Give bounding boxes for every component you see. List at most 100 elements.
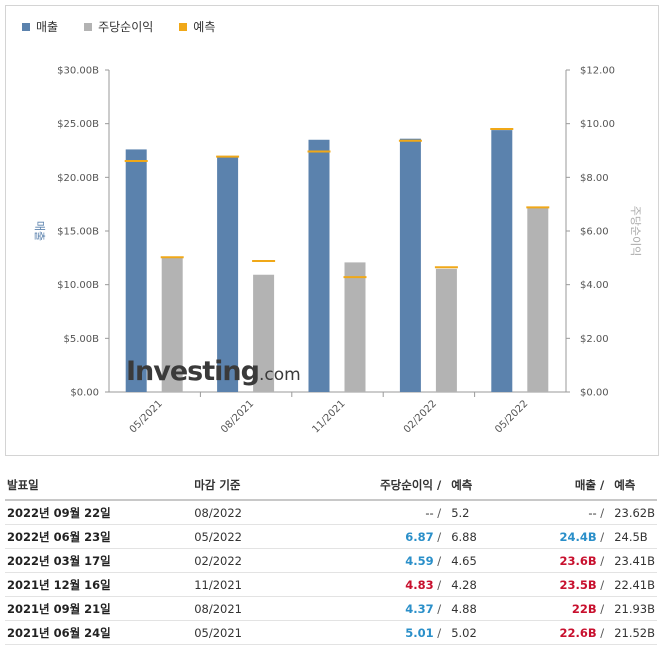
cell-eps-forecast: 4.28 xyxy=(443,572,513,597)
bar-revenue xyxy=(308,139,330,392)
left-tick-label: $30.00B xyxy=(57,66,99,77)
left-tick-label: $0.00 xyxy=(70,388,99,399)
table-header-row: 발표일 마감 기준 주당순이익 / 예측 매출 / 예측 xyxy=(5,473,657,501)
watermark-suffix: .com xyxy=(258,365,301,385)
table-row: 2022년 09월 22일 08/2022 -- / 5.2 -- / 23.62B xyxy=(5,500,657,525)
legend-label-forecast: 예측 xyxy=(193,20,216,34)
cell-revenue: 24.4B / xyxy=(512,524,607,549)
revenue-value: -- xyxy=(588,505,597,520)
separator: / xyxy=(596,505,605,520)
cell-eps-forecast: 4.88 xyxy=(443,596,513,621)
left-tick-label: $20.00B xyxy=(57,173,99,184)
cell-date: 2022년 03월 17일 xyxy=(5,548,193,573)
cell-period: 05/2022 xyxy=(192,524,336,549)
table-row: 2021년 09월 21일 08/2021 4.37 / 4.88 22B / 21.… xyxy=(5,596,657,621)
cell-date: 2022년 06월 23일 xyxy=(5,524,193,549)
cell-period: 05/2021 xyxy=(192,620,336,645)
cell-period: 08/2021 xyxy=(192,596,336,621)
cell-revenue: 22.6B / xyxy=(512,620,607,645)
cell-revenue: 23.5B / xyxy=(512,572,607,597)
right-tick-label: $0.00 xyxy=(580,388,609,399)
right-tick-label: $12.00 xyxy=(580,66,615,77)
bar-revenue xyxy=(125,149,147,392)
chart-panel: 매출 주당순이익 예측 $0.00 $5.00B $10.00B $15.00B $20… xyxy=(5,5,659,456)
cell-eps: 6.87 / xyxy=(335,524,444,549)
separator: / xyxy=(433,505,442,520)
cell-revenue: 22B / xyxy=(512,596,607,621)
header-eps-forecast[interactable]: 예측 xyxy=(443,473,513,501)
earnings-chart: $0.00 $5.00B $10.00B $15.00B $20.00B $25.00B $… xyxy=(33,66,642,436)
x-tick-label: 05/2022 xyxy=(493,398,530,435)
cell-revenue: 23.6B / xyxy=(512,548,607,573)
legend-item-forecast[interactable]: 예측 xyxy=(179,18,215,35)
cell-eps-forecast: 6.88 xyxy=(443,524,513,549)
watermark-main: Investing xyxy=(126,356,260,387)
eps-value: -- xyxy=(425,505,434,520)
earnings-table: 발표일 마감 기준 주당순이익 / 예측 매출 / 예측 2022년 09월 2… xyxy=(5,473,657,645)
left-tick-label: $15.00B xyxy=(57,227,99,238)
cell-eps: -- / xyxy=(335,500,444,525)
header-date[interactable]: 발표일 xyxy=(5,473,193,501)
right-tick-label: $8.00 xyxy=(580,173,609,184)
x-tick-label: 11/2021 xyxy=(310,398,347,435)
cell-eps-forecast: 4.65 xyxy=(443,548,513,573)
cell-revenue-forecast: 21.93B xyxy=(606,596,657,621)
cell-period: 08/2022 xyxy=(192,500,336,525)
separator: / xyxy=(433,601,442,616)
table-body: 2022년 09월 22일 08/2022 -- / 5.2 -- / 23.62B 2… xyxy=(5,500,657,645)
bar-eps xyxy=(344,262,366,392)
bar-eps xyxy=(253,274,275,392)
left-tick-label: $10.00B xyxy=(57,280,99,291)
cell-eps: 4.37 / xyxy=(335,596,444,621)
cell-eps: 5.01 / xyxy=(335,620,444,645)
table-row: 2021년 12월 16일 11/2021 4.83 / 4.28 23.5B / 2… xyxy=(5,572,657,597)
eps-value: 4.83 xyxy=(405,577,434,592)
cell-eps: 4.83 / xyxy=(335,572,444,597)
cell-date: 2021년 06월 24일 xyxy=(5,620,193,645)
header-eps[interactable]: 주당순이익 / xyxy=(335,473,444,501)
cell-revenue-forecast: 23.41B xyxy=(606,548,657,573)
header-period[interactable]: 마감 기준 xyxy=(192,473,336,501)
separator: / xyxy=(596,601,605,616)
bar-eps xyxy=(527,207,549,392)
right-tick-label: $2.00 xyxy=(580,334,609,345)
bar-revenue xyxy=(217,155,239,392)
legend-item-eps[interactable]: 주당순이익 xyxy=(84,18,153,35)
left-tick-label: $5.00B xyxy=(64,334,100,345)
eps-value: 5.01 xyxy=(405,625,434,640)
cell-revenue-forecast: 23.62B xyxy=(606,500,657,525)
revenue-value: 24.4B xyxy=(559,529,597,544)
separator: / xyxy=(596,577,605,592)
watermark-logo: Investing.com xyxy=(126,356,301,387)
legend-item-revenue[interactable]: 매출 xyxy=(22,18,58,35)
legend-label-revenue: 매출 xyxy=(36,20,59,34)
revenue-value: 23.5B xyxy=(559,577,597,592)
eps-value: 4.59 xyxy=(405,553,434,568)
bar-revenue xyxy=(491,130,513,392)
bar-revenue xyxy=(399,138,421,392)
legend-label-eps: 주당순이익 xyxy=(98,20,154,34)
eps-value: 6.87 xyxy=(405,529,434,544)
table-row: 2022년 06월 23일 05/2022 6.87 / 6.88 24.4B / 2… xyxy=(5,524,657,549)
header-revenue[interactable]: 매출 / xyxy=(512,473,607,501)
bar-eps xyxy=(435,268,457,392)
cell-revenue: -- / xyxy=(512,500,607,525)
cell-eps-forecast: 5.02 xyxy=(443,620,513,645)
separator: / xyxy=(596,553,605,568)
y-axis-title-right: 주당순이익 xyxy=(629,206,642,257)
cell-date: 2021년 09월 21일 xyxy=(5,596,193,621)
x-tick-label: 02/2022 xyxy=(402,398,439,435)
legend-swatch-eps xyxy=(84,22,93,31)
header-revenue-forecast[interactable]: 예측 xyxy=(606,473,657,501)
cell-eps: 4.59 / xyxy=(335,548,444,573)
separator: / xyxy=(596,625,605,640)
revenue-value: 22B xyxy=(571,601,597,616)
legend: 매출 주당순이익 예측 xyxy=(22,18,215,35)
separator: / xyxy=(433,553,442,568)
separator: / xyxy=(596,529,605,544)
revenue-value: 23.6B xyxy=(559,553,597,568)
revenue-value: 22.6B xyxy=(559,625,597,640)
cell-date: 2021년 12월 16일 xyxy=(5,572,193,597)
separator: / xyxy=(433,529,442,544)
right-tick-label: $6.00 xyxy=(580,227,609,238)
